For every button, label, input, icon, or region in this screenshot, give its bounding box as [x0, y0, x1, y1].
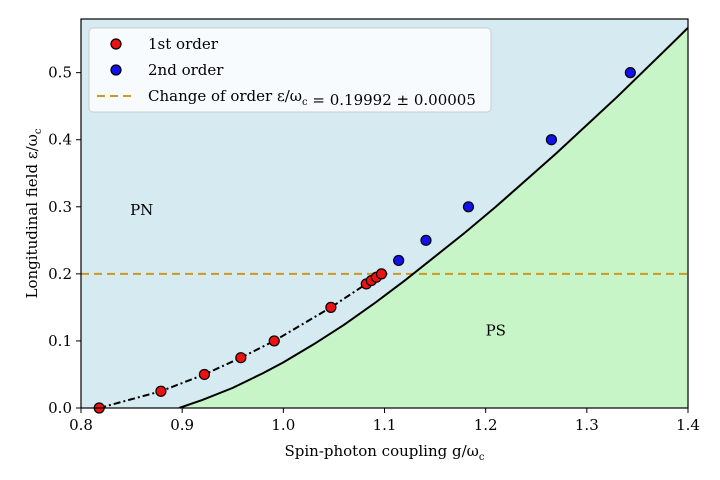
y-tick-label: 0.3: [48, 198, 72, 216]
region-label-pn: PN: [130, 201, 153, 219]
y-tick-label: 0.1: [48, 332, 72, 350]
second-order-point-4: [624, 67, 636, 79]
x-tick-label: 1.3: [575, 416, 599, 434]
legend-label: 2nd order: [148, 61, 224, 79]
phase-boundary-line: [178, 27, 688, 408]
y-axis-label: Longitudinal field ε/ωc: [23, 128, 44, 298]
y-tick-label: 0.2: [48, 265, 72, 283]
y-tick-label: 0.0: [48, 399, 72, 417]
x-tick-label: 1.4: [676, 416, 700, 434]
first-order-point-5: [325, 301, 337, 313]
x-tick-label: 1.1: [373, 416, 397, 434]
x-axis-label: Spin-photon coupling g/ωc: [284, 442, 484, 463]
x-axis-ticks: 0.8 0.9 1.0 1.1 1.2 1.3 1.4: [69, 408, 700, 434]
region-labels: PN PS: [130, 201, 506, 340]
x-tick-label: 0.9: [170, 416, 194, 434]
second-order-point-3: [545, 134, 558, 146]
data-markers: [93, 67, 636, 414]
legend-label: Change of order ε/ωc = 0.19992 ± 0.00005: [148, 87, 476, 109]
first-order-boundary-line: [98, 273, 383, 408]
x-tick-label: 1.2: [474, 416, 498, 434]
second-order-point-0: [393, 254, 405, 267]
legend-label: 1st order: [148, 35, 219, 53]
legend-marker: [110, 38, 122, 50]
first-order-point-4: [268, 335, 280, 347]
x-tick-label: 1.0: [271, 416, 295, 434]
legend-marker: [110, 64, 122, 76]
legend-box: [88, 27, 492, 113]
second-order-point-1: [420, 234, 432, 246]
first-order-point-1: [155, 385, 167, 397]
first-order-point-3: [235, 352, 247, 364]
boundary-lines: [98, 27, 688, 408]
region-ps: [179, 19, 688, 408]
x-tick-label: 0.8: [69, 416, 93, 434]
y-tick-label: 0.4: [48, 131, 72, 149]
region-label-ps: PS: [486, 322, 506, 340]
first-order-point-9: [375, 268, 388, 280]
legend: 1st order 2nd order Change of order ε/ωc =…: [88, 27, 492, 113]
second-order-point-2: [462, 201, 475, 213]
first-order-point-2: [198, 368, 211, 381]
y-axis-ticks: 0.0 0.1 0.2 0.3 0.4 0.5: [48, 64, 81, 417]
y-tick-label: 0.5: [48, 64, 72, 82]
